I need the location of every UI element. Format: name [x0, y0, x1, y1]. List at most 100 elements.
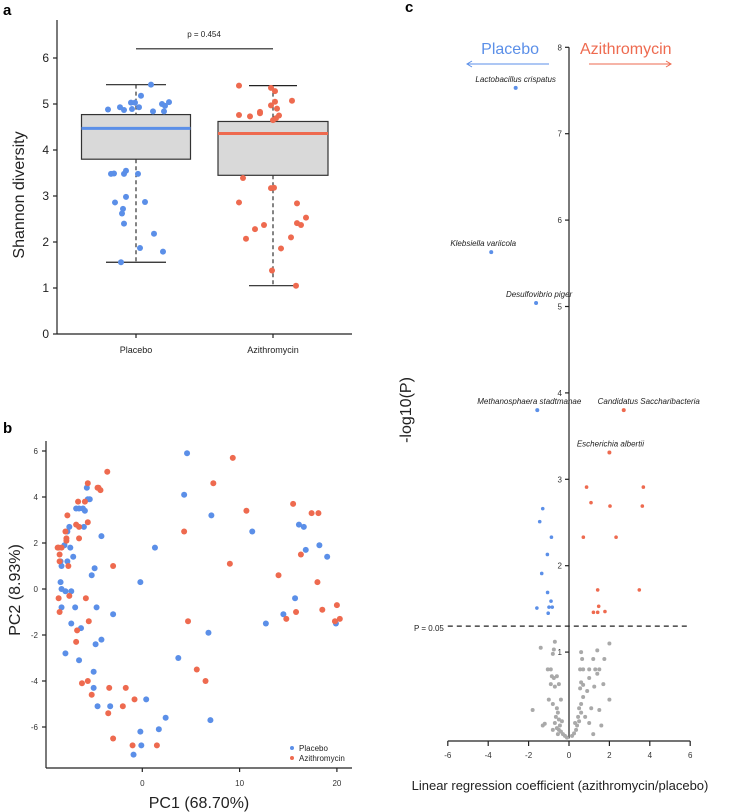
data-point-placebo: [92, 641, 99, 648]
data-point-not-significant: [602, 657, 607, 662]
labeled-data-point: [535, 408, 540, 413]
y-tick-label: 2: [34, 539, 39, 548]
data-point-placebo: [136, 104, 142, 111]
data-point-not-significant: [548, 682, 553, 687]
data-point-placebo: [121, 220, 127, 227]
data-point-azithromycin: [62, 528, 69, 535]
data-point-azithromycin: [119, 703, 126, 710]
data-point-placebo: [88, 572, 95, 579]
data-point-placebo: [64, 558, 71, 565]
data-point-placebo: [68, 620, 75, 627]
species-label: Klebsiella variicola: [450, 239, 516, 248]
data-point-not-significant: [555, 732, 560, 737]
data-point-placebo: [324, 553, 331, 560]
data-point-placebo: [62, 650, 69, 657]
data-point-not-significant: [550, 651, 555, 656]
data-point-placebo: [138, 92, 144, 99]
labeled-data-point: [513, 85, 518, 90]
data-point-not-significant: [552, 720, 557, 725]
data-point-placebo: [76, 657, 83, 664]
data-point-azithromycin: [226, 560, 233, 567]
data-point-azithromycin: [105, 710, 112, 717]
data-point-azithromycin: [129, 742, 136, 749]
data-point-not-significant: [576, 714, 581, 719]
data-point-azithromycin: [283, 615, 290, 622]
data-point-azithromycin: [131, 696, 138, 703]
data-point-azithromycin: [272, 98, 278, 105]
data-point-placebo: [66, 523, 73, 530]
data-point-azithromycin: [81, 498, 88, 505]
species-label: Lactobacillus crispatus: [475, 75, 555, 84]
data-point-placebo: [58, 604, 65, 611]
data-point-placebo: [302, 546, 309, 553]
data-point-not-significant: [578, 686, 583, 691]
y-axis-label: PC2 (8.93%): [7, 544, 24, 636]
data-point-placebo: [68, 588, 75, 595]
data-point-azithromycin: [243, 507, 250, 514]
data-point-not-significant: [574, 727, 579, 732]
y-tick-label: 6: [34, 447, 39, 456]
data-point-placebo: [150, 108, 156, 115]
y-tick-label: 6: [558, 216, 563, 225]
labeled-data-point: [534, 301, 539, 306]
data-point-placebo: [292, 595, 299, 602]
y-tick-label: 0: [34, 585, 39, 594]
y-tick-label: 1: [42, 281, 49, 295]
data-point-placebo: [118, 259, 124, 266]
data-point-placebo: [86, 496, 93, 503]
data-point-not-significant: [587, 720, 592, 725]
data-point-azithromycin: [64, 512, 71, 519]
data-point-not-significant: [579, 701, 584, 706]
data-point-azithromycin: [257, 108, 263, 115]
data-point-azithromycin: [84, 480, 91, 487]
data-point-not-significant: [595, 648, 600, 653]
x-tick-label: 10: [235, 779, 244, 788]
x-tick-label-placebo: Placebo: [120, 345, 153, 355]
panel-label-a: a: [3, 2, 12, 19]
panel-c-volcano: c -log10(P) Linear regression coefficien…: [398, 0, 708, 793]
data-point-placebo: [70, 553, 77, 560]
data-point-placebo: [537, 519, 542, 524]
y-tick-label: 1: [558, 648, 563, 657]
data-point-not-significant: [554, 674, 559, 679]
data-point-azithromycin: [603, 609, 607, 614]
x-tick-label: -6: [444, 751, 452, 760]
data-point-not-significant: [593, 667, 598, 672]
panel-label-b: b: [3, 420, 12, 437]
data-point-placebo: [123, 193, 129, 200]
data-point-placebo: [81, 507, 88, 514]
left-arrowhead-icon: [466, 60, 473, 68]
data-point-placebo: [135, 170, 141, 177]
data-point-not-significant: [581, 682, 586, 687]
data-point-azithromycin: [252, 226, 258, 233]
data-point-placebo: [540, 506, 545, 511]
y-tick-label: 2: [42, 235, 49, 249]
legend-marker-placebo: [290, 746, 294, 750]
data-point-azithromycin: [153, 742, 160, 749]
data-point-azithromycin: [290, 500, 297, 507]
data-point-placebo: [90, 668, 97, 675]
data-point-not-significant: [545, 667, 550, 672]
data-point-not-significant: [553, 714, 558, 719]
data-point-not-significant: [551, 676, 556, 681]
y-tick-label: 8: [558, 43, 563, 52]
y-axis-label: -log10(P): [398, 377, 415, 443]
data-point-not-significant: [558, 697, 563, 702]
data-point-azithromycin: [76, 535, 83, 542]
data-point-placebo: [162, 102, 168, 109]
data-point-azithromycin: [293, 282, 299, 289]
data-point-azithromycin: [247, 113, 253, 120]
data-point-not-significant: [601, 682, 606, 687]
threshold-label: P = 0.05: [414, 624, 444, 633]
data-point-placebo: [151, 544, 158, 551]
direction-label-placebo: Placebo: [481, 41, 539, 58]
data-point-not-significant: [573, 720, 578, 725]
data-point-azithromycin: [240, 175, 246, 182]
legend-marker-azithromycin: [290, 756, 294, 760]
data-point-azithromycin: [293, 609, 300, 615]
species-label: Candidatus Saccharibacteria: [598, 397, 701, 406]
data-point-azithromycin: [236, 112, 242, 119]
data-point-placebo: [280, 611, 287, 618]
x-axis-label: PC1 (68.70%): [149, 795, 250, 812]
